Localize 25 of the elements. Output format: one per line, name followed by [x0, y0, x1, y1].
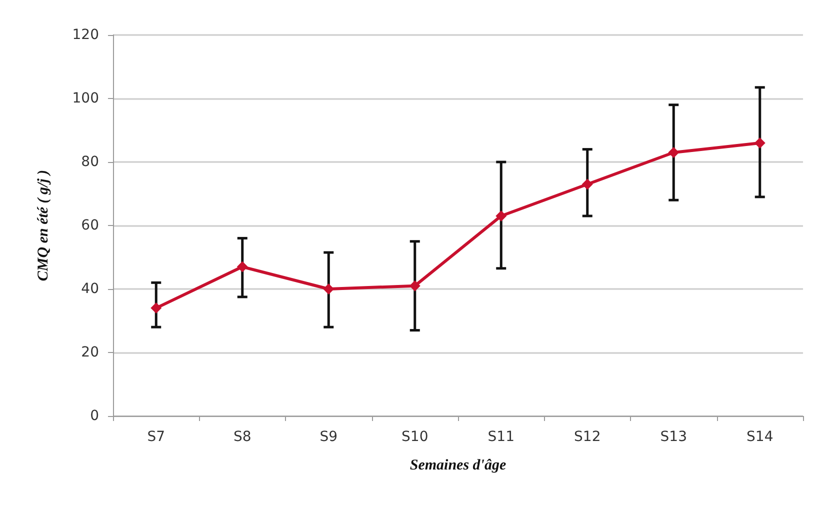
x-tick-label: S7 [147, 429, 166, 445]
y-tick-label: 60 [81, 218, 99, 234]
x-tick-label: S11 [488, 429, 514, 445]
point [754, 137, 766, 148]
y-axis-title: CMQ en été ( g/j ) [36, 170, 52, 282]
x-axis-title: Semaines d'âge [410, 458, 506, 474]
y-tick-label: 80 [81, 154, 99, 170]
y-tick-label: 100 [72, 90, 99, 106]
x-tick-label: S13 [660, 429, 687, 445]
x-tick-label: S10 [402, 429, 428, 445]
x-tick-label: S8 [233, 429, 252, 445]
point [582, 178, 593, 190]
point [236, 261, 248, 272]
y-tick-label: 20 [81, 344, 99, 360]
point [496, 210, 507, 222]
point [150, 302, 162, 314]
y-tick-label: 120 [72, 27, 99, 43]
x-tick-label: S14 [746, 429, 774, 445]
x-tick-label: S9 [320, 429, 338, 445]
point [668, 146, 680, 158]
x-tick-label: S12 [574, 429, 601, 445]
point [409, 280, 420, 292]
y-tick-label: 0 [90, 408, 99, 424]
y-tick-label: 40 [81, 281, 99, 297]
point [323, 284, 334, 294]
